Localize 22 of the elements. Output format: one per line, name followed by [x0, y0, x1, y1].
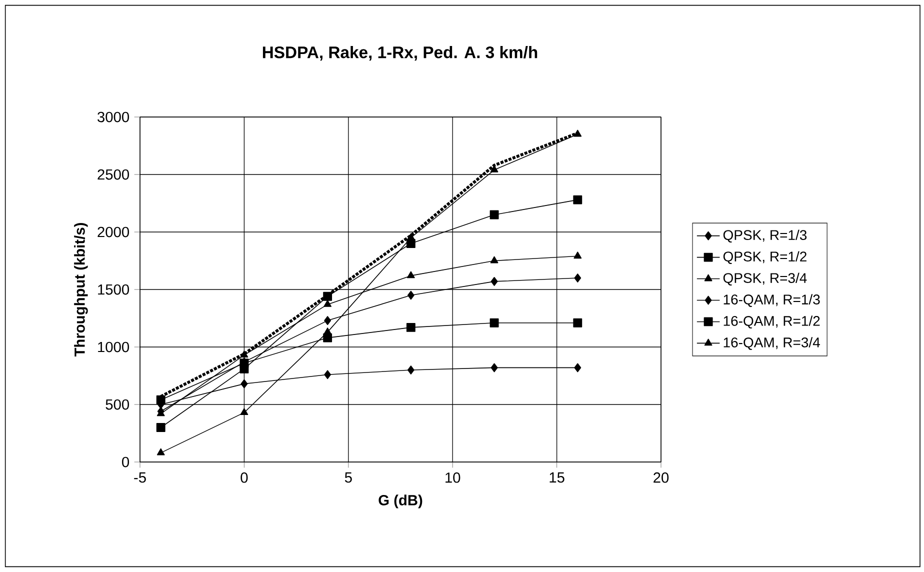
legend-label: 16-QAM, R=1/3: [724, 294, 820, 307]
y-tick-label: 0: [122, 456, 130, 468]
legend-label: QPSK, R=1/2: [723, 251, 806, 264]
x-tick-label: 15: [550, 472, 564, 483]
chart-title: HSDPA, Rake, 1-Rx, Ped. A. 3 km/h: [262, 46, 538, 61]
y-tick-label: 2500: [98, 169, 130, 180]
legend-label: 16-QAM, R=1/2: [724, 316, 820, 328]
x-tick-label: 10: [446, 472, 460, 483]
legend-label: QPSK, R=3/4: [723, 272, 807, 286]
x-tick-label: 0: [240, 472, 248, 483]
x-tick-label: 20: [654, 472, 669, 483]
legend-label: 16-QAM, R=3/4: [724, 337, 820, 350]
legend-label: QPSK, R=1/3: [723, 230, 807, 243]
x-tick-label: -5: [134, 472, 146, 483]
y-tick-label: 3000: [98, 112, 130, 122]
y-tick-label: 1000: [98, 342, 130, 352]
x-axis-title: G (dB): [378, 494, 422, 508]
y-tick-label: 1500: [98, 284, 130, 295]
y-axis-title: Throughput (kbit/s): [74, 223, 88, 357]
y-tick-label: 2000: [98, 226, 130, 238]
y-tick-label: 500: [106, 399, 130, 410]
x-tick-label: 5: [344, 472, 352, 483]
